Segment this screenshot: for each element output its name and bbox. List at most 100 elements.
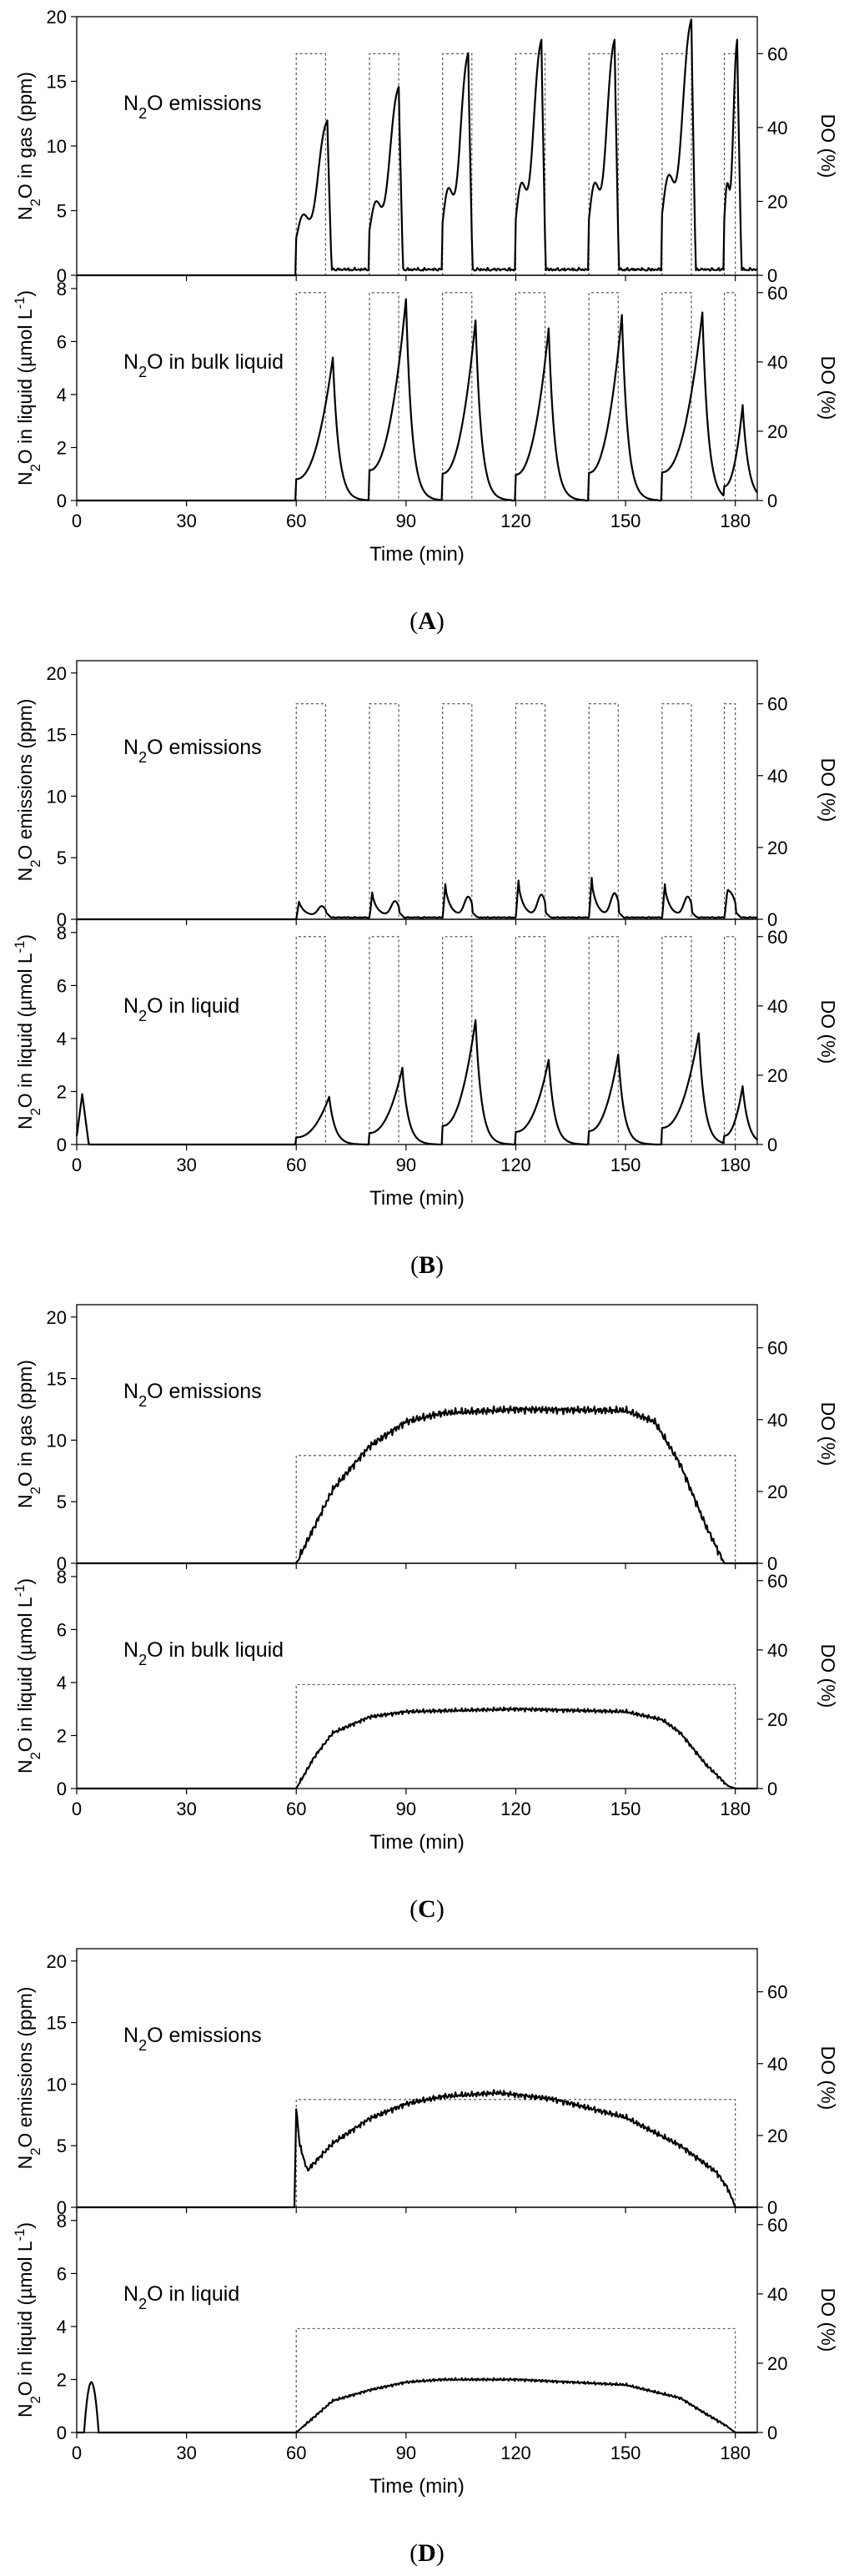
- y-tick-label: 2: [57, 437, 67, 458]
- do-setpoint-line: [515, 936, 546, 1145]
- y-tick-label: 8: [57, 279, 67, 299]
- series-annotation: N2O in liquid: [123, 2282, 239, 2312]
- do-setpoint-line: [295, 53, 326, 275]
- y2-tick-label: 40: [767, 996, 787, 1017]
- x-axis: 0 30 60 90 120 150 180 Time (min): [72, 1155, 751, 1210]
- y-tick-label: 4: [57, 2317, 67, 2337]
- x-tick-label: 120: [500, 1155, 531, 1175]
- do-setpoint-line: [369, 936, 399, 1145]
- y-tick-label: 0: [57, 2197, 67, 2218]
- y-axis-label: N2O emissions (ppm): [14, 699, 43, 882]
- x-tick-label: 180: [720, 511, 751, 531]
- panel-d-label: (D): [409, 2539, 445, 2567]
- do-setpoint-line: [295, 1683, 736, 1789]
- y-tick-label: 0: [57, 1553, 67, 1574]
- series-annotation: N2O emissions: [123, 92, 262, 122]
- y2-tick-label: 0: [767, 1553, 777, 1574]
- y-tick-label: 5: [57, 2136, 67, 2156]
- y-tick-label: 10: [47, 786, 67, 807]
- do-setpoint-line: [369, 292, 399, 501]
- subplot-bottom: 0 2 4 6 8 0 20 40 60 N2O in liquid (µmol L-1) DO (…: [12, 1562, 839, 1799]
- x-axis: 0 30 60 90 120 150 180 Time (min): [72, 1799, 751, 1854]
- x-tick-label: 90: [396, 511, 416, 531]
- y2-axis-label: DO (%): [817, 758, 839, 823]
- panel-a: 0 5 10 15 20 0 20 40 60 N2O in gas (ppm) DO (%) N2O…: [0, 0, 854, 644]
- y-tick-label: 0: [57, 491, 67, 511]
- x-axis-label: Time (min): [369, 1187, 465, 1210]
- subplot-bottom: 0 2 4 6 8 0 20 40 60 N2O in liquid (µmol L-1) DO (…: [12, 274, 839, 511]
- y-tick-label: 15: [47, 1369, 67, 1390]
- y2-tick-label: 60: [767, 283, 787, 304]
- x-tick-label: 150: [610, 1155, 641, 1175]
- x-tick-label: 30: [176, 1155, 196, 1175]
- do-setpoint-line: [442, 703, 473, 919]
- x-tick-label: 120: [500, 2443, 531, 2463]
- x-tick-label: 30: [176, 2443, 196, 2463]
- y-axis-label: N2O in liquid (µmol L-1): [12, 2222, 43, 2418]
- n2o-series-line: [77, 1706, 757, 1790]
- y-tick-label: 8: [57, 1567, 67, 1587]
- y-tick-label: 5: [57, 1492, 67, 1512]
- y-tick-label: 15: [47, 72, 67, 93]
- y2-axis-label: DO (%): [817, 356, 839, 420]
- y2-tick-label: 40: [767, 2284, 787, 2305]
- y2-tick-label: 60: [767, 1338, 787, 1359]
- y2-tick-label: 0: [767, 2423, 777, 2443]
- n2o-series-line: [77, 1405, 757, 1565]
- y-axis-label: N2O emissions (ppm): [14, 1987, 43, 2170]
- y-tick-label: 15: [47, 2013, 67, 2034]
- y2-tick-label: 40: [767, 766, 787, 787]
- panel-c-label: (C): [409, 1895, 445, 1923]
- x-tick-label: 150: [610, 1799, 641, 1819]
- do-setpoint-line: [515, 292, 546, 501]
- do-setpoint-line: [661, 703, 692, 919]
- do-setpoint-line: [723, 936, 736, 1145]
- do-setpoint-line: [295, 2327, 736, 2433]
- y-tick-label: 2: [57, 2369, 67, 2390]
- do-setpoint-line: [295, 1455, 736, 1563]
- do-setpoint-line: [295, 292, 326, 501]
- x-tick-label: 0: [72, 1799, 82, 1819]
- y-tick-label: 0: [57, 1135, 67, 1155]
- plot-frame: [76, 2206, 758, 2433]
- do-setpoint-line: [588, 936, 619, 1145]
- y2-tick-label: 20: [767, 1709, 787, 1730]
- y2-tick-label: 40: [767, 2054, 787, 2075]
- do-setpoint-line: [369, 703, 399, 919]
- x-tick-label: 0: [72, 511, 82, 531]
- panel-b-label: (B): [409, 1251, 444, 1279]
- do-setpoint-line: [369, 53, 399, 275]
- y2-axis-label: DO (%): [817, 1644, 839, 1708]
- y2-tick-label: 60: [767, 1982, 787, 2003]
- subplot-bottom: 0 2 4 6 8 0 20 40 60 N2O in liquid (µmol L-1) DO (…: [12, 2206, 839, 2443]
- do-setpoint-line: [588, 53, 619, 275]
- n2o-series-line: [77, 298, 758, 502]
- subplot-top: 0 5 10 15 20 0 20 40 60 N2O in gas (ppm) DO (%) N2O…: [14, 7, 839, 286]
- y2-tick-label: 60: [767, 927, 787, 948]
- series-annotation: N2O emissions: [123, 1380, 262, 1410]
- n2o-series-line: [77, 2089, 757, 2209]
- y-axis-label: N2O in gas (ppm): [14, 72, 43, 220]
- series-annotation: N2O in bulk liquid: [123, 1638, 284, 1668]
- series-annotation: N2O emissions: [123, 736, 262, 766]
- y2-tick-label: 0: [767, 265, 777, 286]
- do-setpoint-line: [515, 53, 546, 275]
- y2-tick-label: 0: [767, 2197, 777, 2218]
- y-tick-label: 2: [57, 1081, 67, 1102]
- do-setpoint-line: [295, 703, 326, 919]
- subplot-top: 0 5 10 15 20 0 20 40 60 N2O emissions (ppm) DO (%)…: [14, 660, 839, 930]
- do-setpoint-line: [442, 53, 473, 275]
- y-tick-label: 6: [57, 2263, 67, 2284]
- x-axis: 0 30 60 90 120 150 180 Time (min): [72, 2443, 751, 2498]
- y-tick-label: 6: [57, 331, 67, 352]
- y-tick-label: 20: [47, 7, 67, 28]
- y2-axis-label: DO (%): [817, 1402, 839, 1467]
- panel-d: 0 5 10 15 20 0 20 40 60 N2O emissions (ppm) DO (%)…: [0, 1932, 854, 2576]
- plot-frame: [76, 1304, 758, 1564]
- y2-tick-label: 60: [767, 2215, 787, 2236]
- n2o-series-line: [77, 877, 757, 921]
- y-tick-label: 0: [57, 2423, 67, 2443]
- y-tick-label: 0: [57, 1779, 67, 1799]
